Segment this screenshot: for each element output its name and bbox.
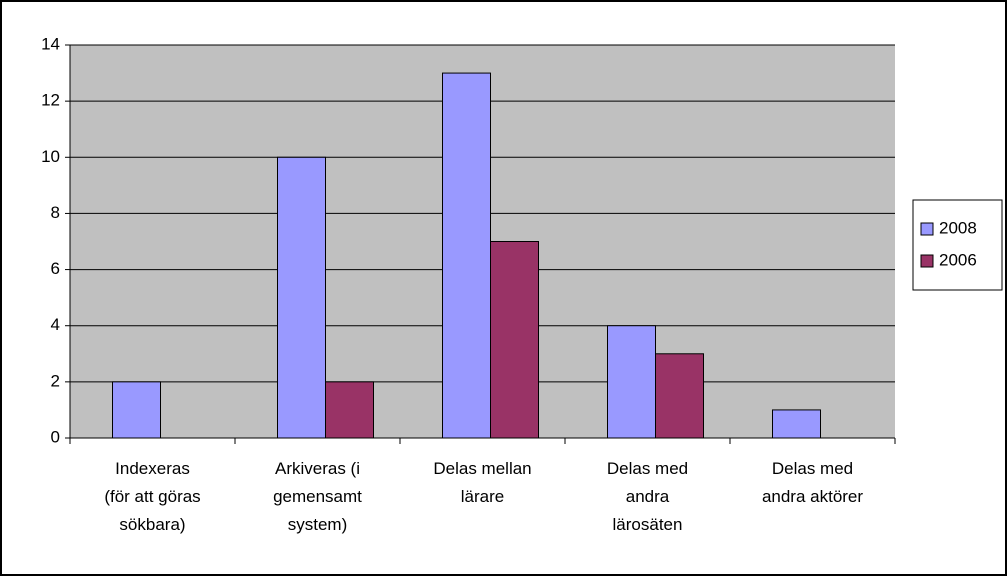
bar — [277, 156, 326, 439]
x-tick-label: Arkiveras (i gemensamt system) — [273, 459, 362, 534]
y-tick-label: 14 — [41, 34, 60, 53]
x-tick-label-line: sökbara) — [119, 515, 185, 534]
x-tick-label-line: Delas mellan — [433, 459, 531, 478]
x-tick-label-line: gemensamt — [273, 487, 362, 506]
x-tick-label-line: system) — [288, 515, 348, 534]
bar — [490, 241, 539, 439]
x-tick-label-line: Arkiveras (i — [275, 459, 360, 478]
bar — [607, 325, 656, 439]
x-tick-label: Indexeras (för att göras sökbara) — [104, 459, 200, 534]
bar — [772, 409, 821, 439]
y-tick-label: 12 — [41, 91, 60, 110]
x-tick-label-line: lärare — [461, 487, 504, 506]
y-tick-label: 2 — [51, 371, 60, 390]
y-tick-label: 0 — [51, 427, 60, 446]
y-tick-label: 4 — [51, 315, 60, 334]
legend-swatch — [920, 254, 934, 268]
x-tick-label-line: Delas med — [607, 459, 688, 478]
legend-swatch — [920, 222, 934, 236]
x-tick-label: Delas med andra lärosäten — [607, 459, 688, 534]
x-tick-label-line: Delas med — [772, 459, 853, 478]
x-tick-label-line: lärosäten — [613, 515, 683, 534]
bar — [655, 353, 704, 439]
x-tick-label-line: andra — [626, 487, 670, 506]
y-tick-label: 8 — [51, 203, 60, 222]
x-tick-label-line: Indexeras — [115, 459, 190, 478]
y-tick-label: 6 — [51, 259, 60, 278]
x-tick-label: Delas med andra aktörer — [762, 459, 863, 506]
x-tick-label-line: (för att göras — [104, 487, 200, 506]
bar — [325, 381, 374, 439]
bar — [442, 72, 491, 439]
legend-label: 2006 — [939, 250, 977, 269]
bar — [112, 381, 161, 439]
x-tick-label: Delas mellan lärare — [433, 459, 531, 506]
y-tick-label: 10 — [41, 147, 60, 166]
x-tick-label-line: andra aktörer — [762, 487, 863, 506]
legend-box — [912, 199, 1003, 291]
legend-label: 2008 — [939, 218, 977, 237]
